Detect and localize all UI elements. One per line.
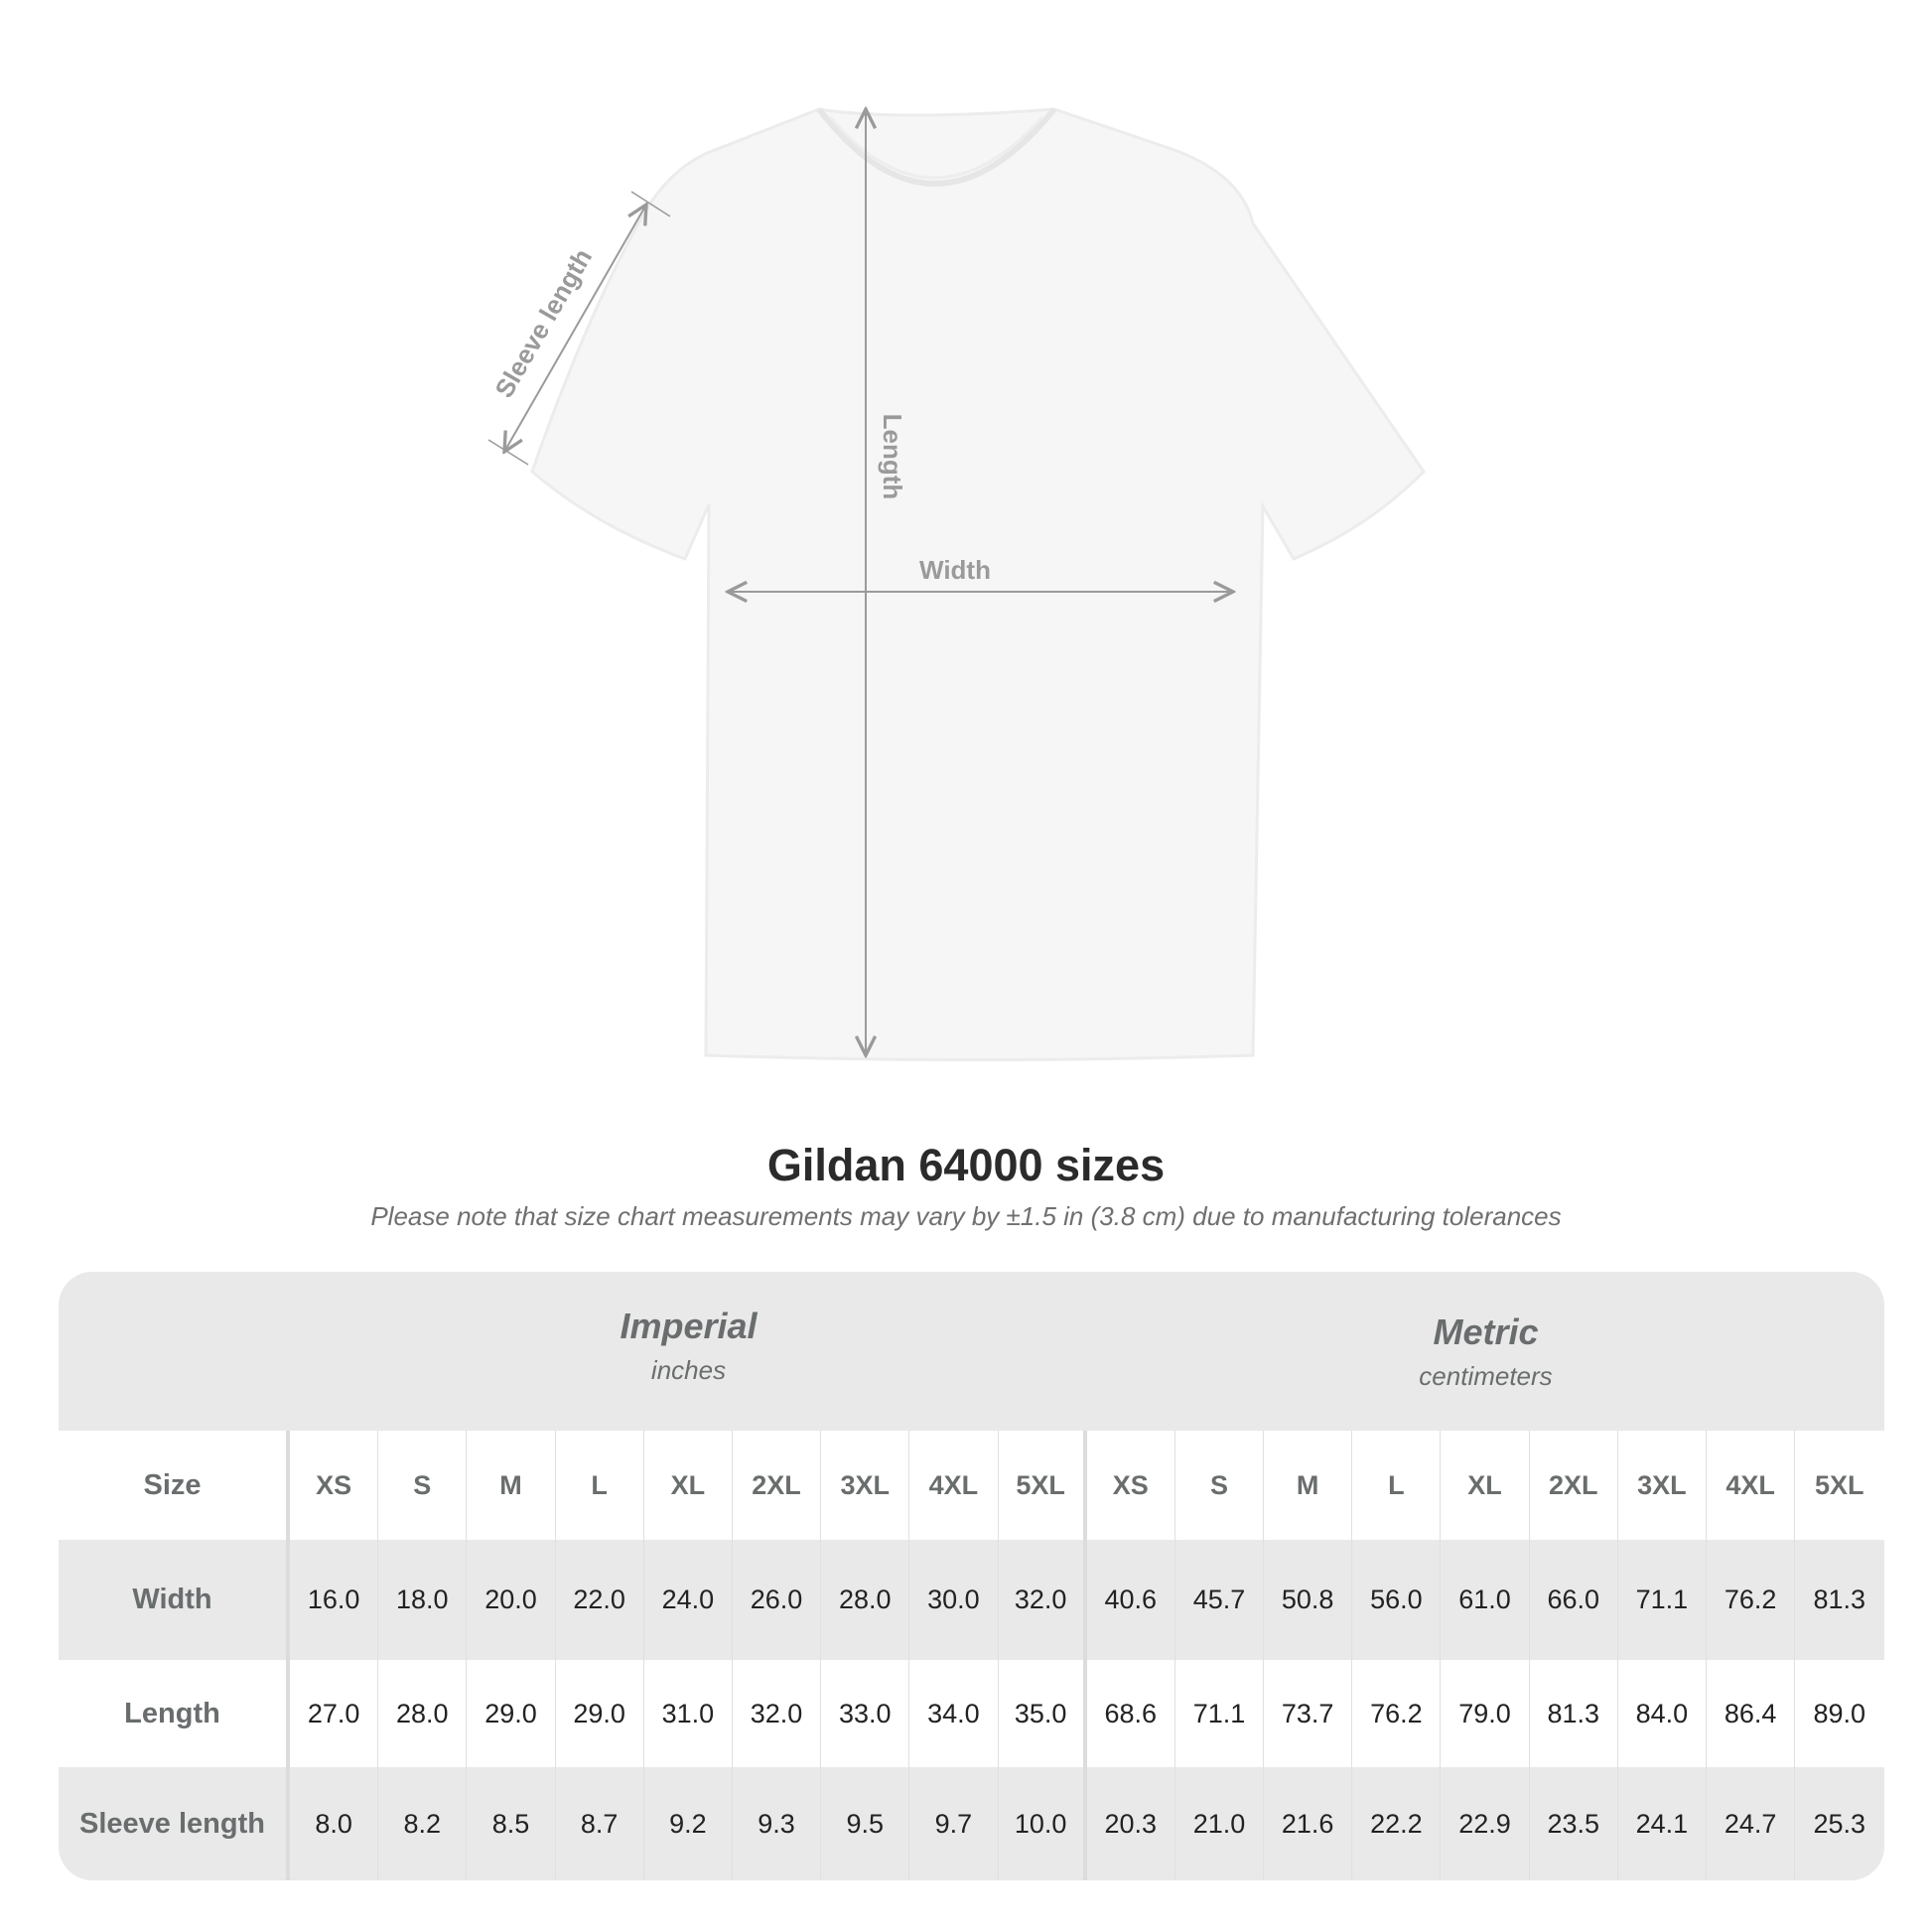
row-label: Width bbox=[59, 1540, 290, 1660]
size-header-cell: 5XL bbox=[999, 1431, 1087, 1540]
sleeve-arrow bbox=[504, 205, 646, 452]
tshirt-collar bbox=[816, 107, 1057, 187]
size-header-cell: XL bbox=[1441, 1431, 1530, 1540]
table-cell: 29.0 bbox=[467, 1660, 556, 1767]
size-header-cell: 2XL bbox=[1530, 1431, 1618, 1540]
size-header-cell: 3XL bbox=[1618, 1431, 1707, 1540]
table-cell: 9.5 bbox=[821, 1767, 910, 1880]
table-cell: 40.6 bbox=[1087, 1540, 1175, 1660]
table-cell: 61.0 bbox=[1441, 1540, 1530, 1660]
table-cell: 86.4 bbox=[1707, 1660, 1796, 1767]
table-cell: 21.6 bbox=[1264, 1767, 1353, 1880]
table-cell: 30.0 bbox=[909, 1540, 999, 1660]
header-band bbox=[59, 1272, 1884, 1431]
width-label: Width bbox=[919, 555, 991, 585]
size-header-cell: L bbox=[1352, 1431, 1442, 1540]
table-row: Width 16.0 18.0 20.0 22.0 24.0 26.0 28.0 30.0 32.… bbox=[59, 1540, 1884, 1660]
table-cell: 22.0 bbox=[556, 1540, 644, 1660]
table-cell: 28.0 bbox=[378, 1660, 468, 1767]
table-cell: 22.2 bbox=[1352, 1767, 1442, 1880]
row-label: Sleeve length bbox=[59, 1767, 290, 1880]
table-cell: 71.1 bbox=[1175, 1660, 1265, 1767]
table-cell: 29.0 bbox=[556, 1660, 644, 1767]
imperial-title: Imperial bbox=[620, 1306, 758, 1346]
table-cell: 25.3 bbox=[1813, 1808, 1866, 1839]
table-cell: 71.1 bbox=[1618, 1540, 1707, 1660]
row-label: Length bbox=[59, 1660, 290, 1767]
table-cell: 32.0 bbox=[999, 1540, 1087, 1660]
table-cell: 84.0 bbox=[1618, 1660, 1707, 1767]
size-header-row: Size XS S M L XL 2XL 3XL 4XL 5XL XS S M L XL 2XL 3XL 4XL 5… bbox=[59, 1431, 1884, 1540]
table-cell: 8.2 bbox=[378, 1767, 468, 1880]
table-cell: 10.0 bbox=[999, 1767, 1087, 1880]
table-cell: 79.0 bbox=[1441, 1660, 1530, 1767]
page-title: Gildan 64000 sizes bbox=[766, 1140, 1166, 1190]
table-cell: 8.0 bbox=[290, 1767, 379, 1880]
row-label: Size bbox=[59, 1431, 290, 1540]
imperial-group: Imperial inches bbox=[290, 1272, 1087, 1431]
table-cell: 27.0 bbox=[290, 1660, 379, 1767]
size-header-cell: L bbox=[556, 1431, 644, 1540]
table-cell: 81.3 bbox=[1530, 1660, 1618, 1767]
size-header-cell: M bbox=[1264, 1431, 1353, 1540]
table-cell: 50.8 bbox=[1264, 1540, 1353, 1660]
table-cell: 18.0 bbox=[378, 1540, 468, 1660]
table-cell: 24.7 bbox=[1707, 1767, 1796, 1880]
imperial-unit: inches bbox=[650, 1355, 727, 1385]
table-cell: 66.0 bbox=[1530, 1540, 1618, 1660]
metric-group: Metric centimeters bbox=[1087, 1272, 1884, 1431]
size-header-cell: 5XL bbox=[1815, 1469, 1864, 1500]
table-cell: 20.3 bbox=[1087, 1767, 1175, 1880]
table-cell: 21.0 bbox=[1175, 1767, 1265, 1880]
table-cell: 22.9 bbox=[1441, 1767, 1530, 1880]
table-cell: 23.5 bbox=[1530, 1767, 1618, 1880]
table-cell: 26.0 bbox=[733, 1540, 822, 1660]
table-cell: 81.3 bbox=[1813, 1585, 1866, 1614]
table-cell: 9.7 bbox=[909, 1767, 999, 1880]
table-cell: 45.7 bbox=[1175, 1540, 1265, 1660]
table-cell: 32.0 bbox=[733, 1660, 822, 1767]
table-cell: 76.2 bbox=[1352, 1660, 1442, 1767]
tolerance-note: Please note that size chart measurements… bbox=[370, 1201, 1562, 1231]
table-cell: 56.0 bbox=[1352, 1540, 1442, 1660]
table-row: Sleeve length 8.0 8.2 8.5 8.7 9.2 9.3 9.5 9.7 10.… bbox=[59, 1767, 1884, 1880]
table-cell: 35.0 bbox=[999, 1660, 1087, 1767]
size-header-cell: XS bbox=[1087, 1431, 1175, 1540]
table-cell: 73.7 bbox=[1264, 1660, 1353, 1767]
size-header-cell: 3XL bbox=[821, 1431, 910, 1540]
length-label: Length bbox=[878, 414, 907, 500]
table-row: Length 27.0 28.0 29.0 29.0 31.0 32.0 33.0 34.0 35… bbox=[59, 1660, 1884, 1767]
table-cell: 9.2 bbox=[644, 1767, 733, 1880]
table-cell: 33.0 bbox=[821, 1660, 910, 1767]
table-cell: 89.0 bbox=[1813, 1698, 1866, 1728]
table-cell: 76.2 bbox=[1707, 1540, 1796, 1660]
row-band bbox=[59, 1767, 1884, 1880]
table-cell: 24.0 bbox=[644, 1540, 733, 1660]
size-header-cell: 2XL bbox=[733, 1431, 822, 1540]
size-header-cell: XS bbox=[290, 1431, 379, 1540]
table-cell: 34.0 bbox=[909, 1660, 999, 1767]
table-cell: 20.0 bbox=[467, 1540, 556, 1660]
table-cell: 31.0 bbox=[644, 1660, 733, 1767]
table-cell: 8.5 bbox=[467, 1767, 556, 1880]
size-header-cell: S bbox=[1175, 1431, 1265, 1540]
metric-title: Metric bbox=[1433, 1311, 1539, 1352]
metric-unit: centimeters bbox=[1419, 1361, 1553, 1391]
size-header-cell: 4XL bbox=[1707, 1431, 1796, 1540]
table-cell: 28.0 bbox=[821, 1540, 910, 1660]
size-header-cell: S bbox=[378, 1431, 468, 1540]
table-cell: 68.6 bbox=[1087, 1660, 1175, 1767]
size-header-cell: M bbox=[467, 1431, 556, 1540]
table-cell: 8.7 bbox=[556, 1767, 644, 1880]
table-cell: 9.3 bbox=[733, 1767, 822, 1880]
size-table: Imperial inches Metric centimeters Size X… bbox=[59, 1272, 1884, 1880]
size-header-cell: XL bbox=[644, 1431, 733, 1540]
tshirt-measurement-diagram: Sleeve length Length Width bbox=[487, 0, 1426, 1061]
table-cell: 24.1 bbox=[1618, 1767, 1707, 1880]
table-cell: 16.0 bbox=[290, 1540, 379, 1660]
size-header-cell: 4XL bbox=[909, 1431, 999, 1540]
row-band bbox=[59, 1540, 1884, 1660]
